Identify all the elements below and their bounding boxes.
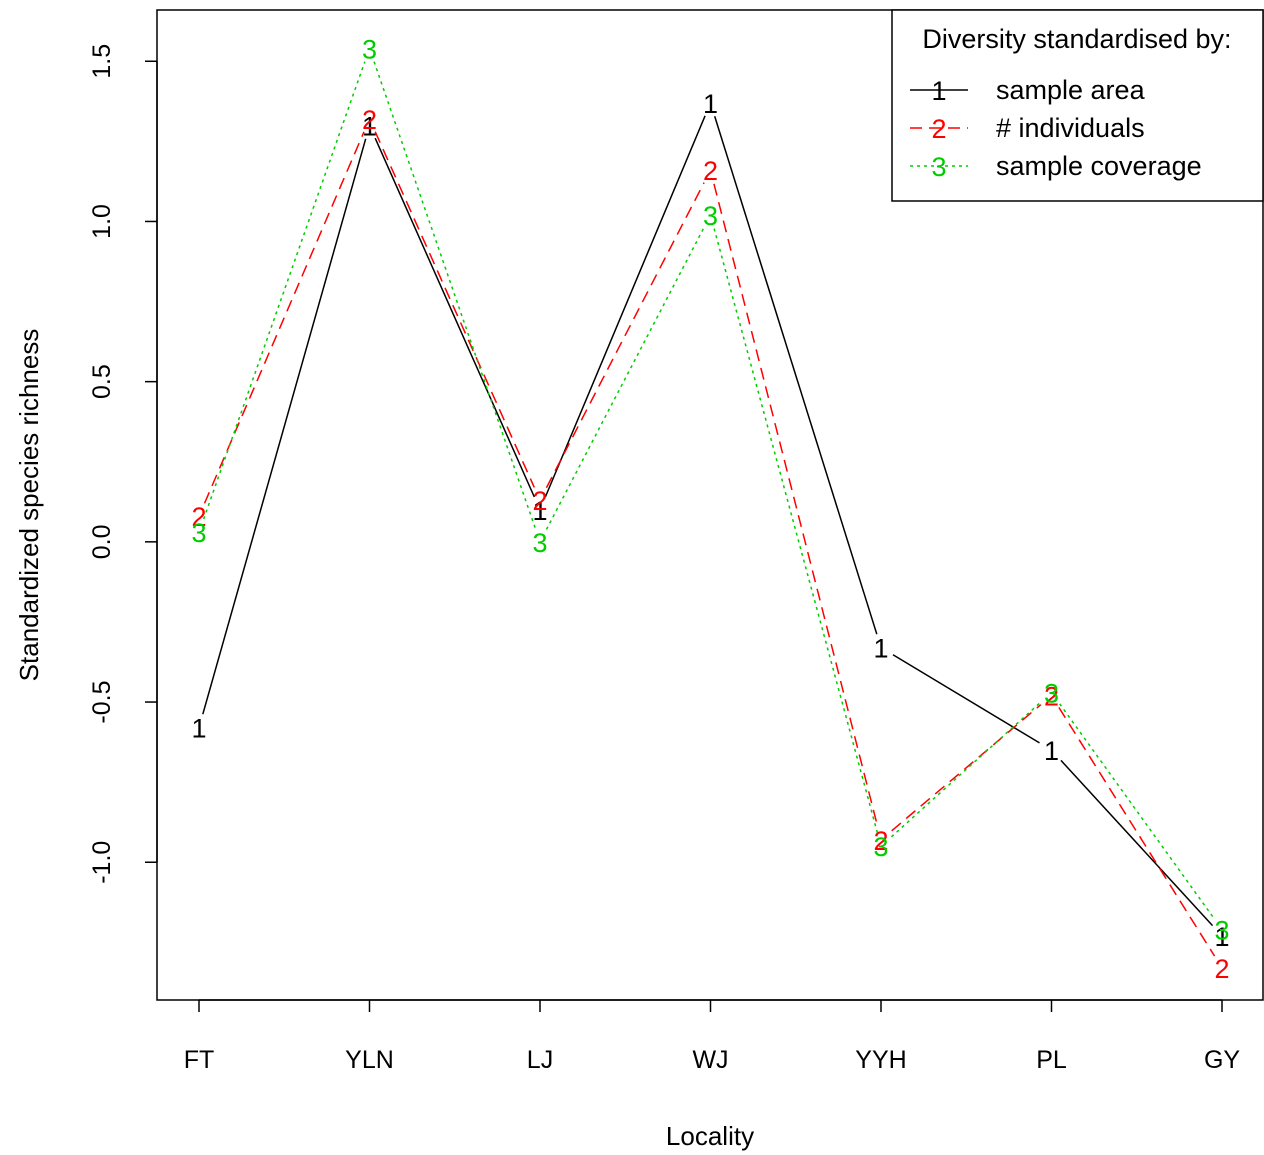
series-segment (373, 61, 537, 529)
data-point: 1 (703, 89, 718, 119)
legend-entry-3: 3 sample coverage (910, 151, 1202, 182)
legend-marker: 2 (931, 114, 946, 144)
series-segment (1059, 703, 1215, 919)
series-segment (202, 61, 366, 520)
x-tick-label: FT (184, 1046, 215, 1074)
x-tick-label: GY (1204, 1046, 1240, 1074)
y-tick-label: 1.5 (88, 44, 116, 79)
series-segment (545, 182, 705, 489)
series-1: 1 1 1 1 1 1 1 (191, 89, 1229, 952)
data-point: 3 (703, 201, 718, 231)
data-point: 3 (191, 518, 206, 548)
data-point: 2 (1214, 954, 1229, 984)
series-segment (892, 654, 1040, 744)
data-point: 3 (362, 34, 377, 64)
data-point: 2 (873, 826, 888, 856)
x-tick-label: YLN (345, 1046, 394, 1074)
data-point: 2 (532, 486, 547, 516)
y-tick-label: -0.5 (88, 680, 116, 723)
series-segment (713, 116, 878, 635)
legend-marker: 3 (931, 152, 946, 182)
y-tick-label: 1.0 (88, 204, 116, 239)
series-segment (1060, 759, 1214, 927)
y-axis: -1.0 -0.5 0.0 0.5 1.0 1.5 (88, 44, 158, 884)
series-segment (203, 131, 365, 504)
data-point: 3 (1044, 678, 1059, 708)
y-tick-label: -1.0 (88, 841, 116, 884)
data-point: 1 (1214, 922, 1229, 952)
legend-entry-1: 1 sample area (910, 75, 1146, 106)
y-tick-label: 0.0 (88, 524, 116, 559)
y-tick-label: 0.5 (88, 364, 116, 399)
data-point: 1 (1044, 736, 1059, 766)
legend-title: Diversity standardised by: (922, 24, 1231, 54)
series-segment (545, 227, 705, 530)
data-point: 3 (1214, 916, 1229, 946)
series-2: 2 2 2 2 2 2 2 (191, 105, 1229, 984)
x-tick-label: LJ (527, 1046, 553, 1074)
legend-label: sample coverage (996, 151, 1202, 181)
data-point: 3 (873, 832, 888, 862)
legend-entry-2: 2 # individuals (910, 113, 1145, 144)
data-point: 1 (532, 496, 547, 526)
x-axis: FT YLN LJ WJ YYH PL GY (184, 999, 1240, 1074)
legend-label: # individuals (996, 113, 1145, 143)
x-axis-label: Locality (666, 1121, 754, 1151)
data-point: 3 (532, 528, 547, 558)
series-segment (544, 115, 706, 498)
legend-box (891, 9, 1264, 202)
data-point: 2 (703, 156, 718, 186)
series-segment (374, 137, 536, 498)
y-axis-label: Standardized species richness (14, 329, 44, 682)
data-point: 2 (362, 105, 377, 135)
series-segment (374, 131, 535, 488)
series-segment (202, 138, 367, 715)
x-tick-label: PL (1036, 1046, 1067, 1074)
series-segment (713, 183, 879, 827)
data-point: 2 (191, 502, 206, 532)
series-segment (1058, 707, 1216, 957)
legend-marker: 1 (931, 76, 946, 106)
legend-label: sample area (996, 75, 1146, 105)
data-point: 1 (191, 714, 206, 744)
x-tick-label: WJ (692, 1046, 728, 1074)
series-3: 3 3 3 3 3 3 3 (191, 34, 1229, 945)
data-point: 1 (362, 111, 377, 141)
series-segment (890, 701, 1042, 838)
series-segment (713, 228, 879, 833)
series-segment (891, 704, 1042, 832)
data-point: 2 (1044, 682, 1059, 712)
x-tick-label: YYH (855, 1046, 906, 1074)
legend: Diversity standardised by: 1 sample area 2… (891, 9, 1264, 202)
data-point: 1 (873, 634, 888, 664)
